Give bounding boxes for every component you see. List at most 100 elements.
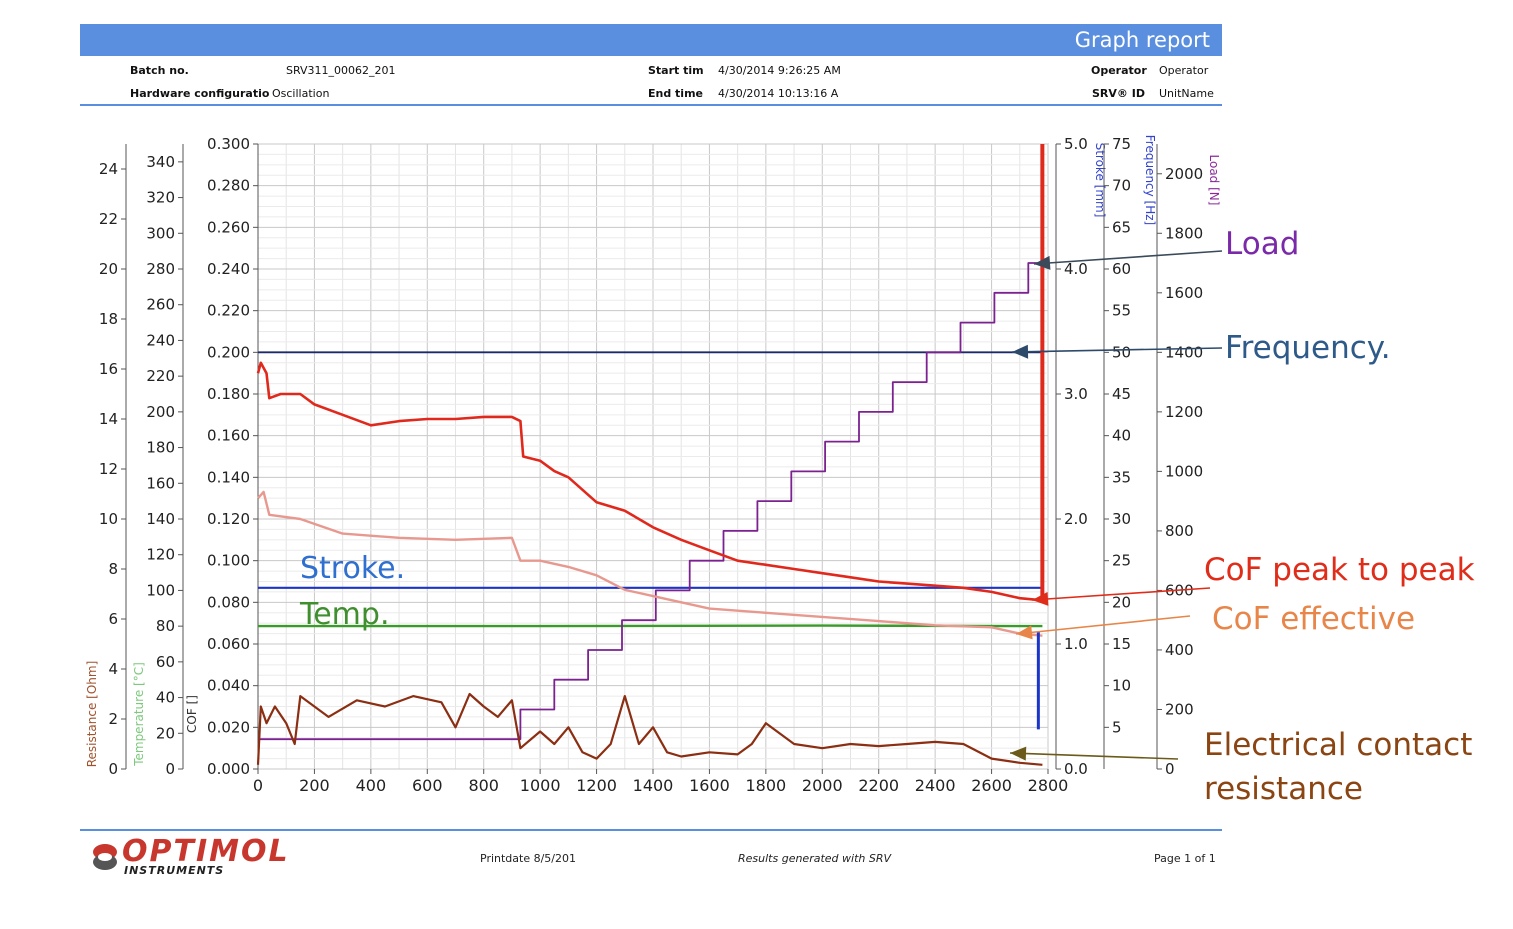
arrow-cof-peak-to-peak-shaft [1031,587,1211,601]
temperature-tick-label: 80 [156,617,175,635]
x-tick-label: 1400 [633,776,674,795]
temperature-tick-label: 140 [146,510,175,528]
resistance-tick-label: 20 [99,260,118,278]
arrow-load-shaft [1033,250,1223,265]
logo-wordmark: OPTIMOL [122,834,290,869]
cof-tick-label: 0.220 [207,302,250,320]
stroke-tick-label: 2.0 [1064,510,1088,528]
stroke-tick-label: 1.0 [1064,635,1088,653]
stroke-axis-label: Stroke [mm] [1093,143,1107,218]
annotation-arrows [1009,250,1223,761]
frequency-tick-label: 55 [1112,302,1131,320]
temperature-axis-label: Temperature [°C] [132,662,146,767]
temperature-tick-label: 120 [146,546,175,564]
temperature-tick-label: 100 [146,581,175,599]
arrow-frequency-shaft [1011,347,1223,353]
temperature-tick-label: 300 [146,224,175,242]
resistance-axis-label: Resistance [Ohm] [85,661,99,768]
srv-id-value: UnitName [1159,87,1214,100]
stroke-tick-label: 3.0 [1064,385,1088,403]
load-tick-label: 200 [1165,700,1194,718]
resistance-tick-label: 12 [99,460,118,478]
series-electrical-contact-resistance [256,692,1043,766]
temperature-tick-label: 260 [146,296,175,314]
temperature-tick-label: 20 [156,724,175,742]
temperature-tick-label: 200 [146,403,175,421]
header-bar: Graph report [80,24,1222,56]
arrow-frequency-head [1012,344,1029,359]
frequency-tick-label: 45 [1112,385,1131,403]
frequency-tick-label: 15 [1112,635,1131,653]
cof-tick-label: 0.000 [207,760,250,778]
frequency-tick-label: 70 [1112,177,1131,195]
x-tick-label: 2600 [971,776,1012,795]
cof-tick-label: 0.160 [207,427,250,445]
frequency-tick-label: 30 [1112,510,1131,528]
batch-value: SRV311_00062_201 [286,64,396,77]
hardware-label: Hardware configuratio [130,87,270,100]
operator-label: Operator [1091,64,1147,77]
frequency-tick-label: 35 [1112,468,1131,486]
stroke-tick-label: 0.0 [1064,760,1088,778]
load-tick-label: 1200 [1165,403,1203,421]
cof-axis-label: COF [] [185,695,199,733]
resistance-tick-label: 24 [99,160,118,178]
page-number: Page 1 of 1 [1154,852,1216,865]
resistance-tick-label: 16 [99,360,118,378]
resistance-tick-label: 4 [108,660,118,678]
load-tick-label: 800 [1165,522,1194,540]
end-value: 4/30/2014 10:13:16 A [718,87,839,100]
arrow-cof-effective-head [1016,625,1033,640]
cof-tick-label: 0.040 [207,677,250,695]
temperature-tick-label: 160 [146,474,175,492]
annotation-ecr-line1: Electrical contact [1204,727,1473,763]
cof-tick-label: 0.260 [207,218,250,236]
frequency-tick-label: 5 [1112,718,1122,736]
x-tick-label: 1200 [576,776,617,795]
cof-tick-label: 0.200 [207,343,250,361]
frequency-axis-label: Frequency [Hz] [1143,135,1157,226]
resistance-tick-label: 6 [108,610,118,628]
cof-tick-label: 0.060 [207,635,250,653]
start-label: Start tim [648,64,704,77]
x-tick-label: 600 [412,776,443,795]
annotation-cof-peak-to-peak: CoF peak to peak [1204,552,1475,588]
temperature-tick-label: 180 [146,439,175,457]
cof-tick-label: 0.280 [207,177,250,195]
srv-id-label: SRV® ID [1092,87,1145,100]
temperature-tick-label: 340 [146,153,175,171]
x-tick-label: 2400 [915,776,956,795]
cof-tick-label: 0.240 [207,260,250,278]
annotation-temp: Temp. [300,597,390,632]
report-title: Graph report [1074,28,1210,52]
frequency-tick-label: 50 [1112,343,1131,361]
load-axis-label: Load [N] [1207,155,1221,206]
arrow-electrical-contact-resistance-shaft [1009,752,1179,760]
logo-subtitle: INSTRUMENTS [124,864,225,877]
temperature-tick-label: 320 [146,189,175,207]
axes-layer: 0 200 400 600 800 1000 1200 1400 1600 1800 2000 220… [85,135,1221,795]
x-tick-label: 800 [468,776,499,795]
temperature-tick-label: 280 [146,260,175,278]
resistance-tick-label: 14 [99,410,118,428]
arrow-cof-peak-to-peak-head [1032,591,1049,606]
header-divider [80,104,1222,106]
cof-tick-label: 0.120 [207,510,250,528]
resistance-tick-label: 8 [108,560,118,578]
x-tick-label: 1000 [520,776,561,795]
resistance-tick-label: 10 [99,510,118,528]
series-load [258,262,1043,741]
frequency-tick-label: 25 [1112,552,1131,570]
temperature-tick-label: 60 [156,653,175,671]
cof-tick-label: 0.140 [207,468,250,486]
frequency-tick-label: 65 [1112,218,1131,236]
series-cof-peak-to-peak [256,361,1043,602]
temperature-tick-label: 220 [146,367,175,385]
arrow-electrical-contact-resistance-head [1010,746,1027,761]
cof-tick-label: 0.080 [207,593,250,611]
arrow-load-head [1034,255,1051,270]
arrow-cof-effective-shaft [1015,615,1191,635]
load-tick-label: 1600 [1165,284,1203,302]
series-layer [256,144,1045,766]
